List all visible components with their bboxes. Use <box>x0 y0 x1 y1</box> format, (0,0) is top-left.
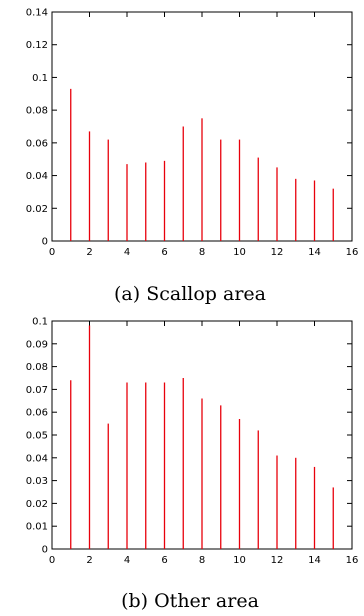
x-tick-label: 8 <box>199 555 205 566</box>
x-tick-label: 10 <box>233 247 246 258</box>
y-tick-label: 0.1 <box>32 73 48 84</box>
x-tick-label: 2 <box>86 247 92 258</box>
y-tick-label: 0.03 <box>26 476 48 487</box>
y-tick-label: 0.09 <box>26 339 48 350</box>
chart-other-area: 0 0.01 0.02 0.03 0.04 0.05 0.06 0.07 0.08 0.09 0.1… <box>26 317 359 613</box>
x-tick-label: 10 <box>233 555 246 566</box>
y-tick-label: 0.06 <box>26 408 48 419</box>
x-tick-label: 4 <box>124 555 130 566</box>
y-tick-label: 0.08 <box>26 362 48 373</box>
y-tick-label: 0.01 <box>26 522 48 533</box>
y-tick-label: 0.06 <box>26 138 48 149</box>
x-tick-label: 14 <box>308 247 321 258</box>
x-tick-label: 6 <box>161 555 167 566</box>
x-tick-label: 6 <box>161 247 167 258</box>
x-tick-label: 16 <box>346 247 359 258</box>
x-tick-label: 0 <box>49 247 55 258</box>
x-tick-label: 16 <box>346 555 359 566</box>
x-tick-label: 12 <box>271 247 284 258</box>
y-tick-label: 0.12 <box>26 40 48 51</box>
y-tick-label: 0.14 <box>26 8 48 19</box>
figure-caption: (b) Other area <box>121 590 259 612</box>
x-tick-label: 12 <box>271 555 284 566</box>
y-tick-label: 0.04 <box>26 453 48 464</box>
y-tick-label: 0.08 <box>26 106 48 117</box>
y-tick-label: 0.04 <box>26 171 48 182</box>
y-tick-label: 0.1 <box>32 317 48 328</box>
y-tick-label: 0.05 <box>26 431 48 442</box>
x-tick-label: 14 <box>308 555 321 566</box>
y-tick-label: 0 <box>42 237 48 248</box>
figure-caption: (a) Scallop area <box>114 283 266 305</box>
y-tick-label: 0.07 <box>26 385 48 396</box>
x-tick-label: 0 <box>49 555 55 566</box>
y-tick-label: 0.02 <box>26 204 48 215</box>
x-tick-label: 4 <box>124 247 130 258</box>
y-tick-label: 0.02 <box>26 499 48 510</box>
y-tick-label: 0 <box>42 545 48 556</box>
x-tick-label: 2 <box>86 555 92 566</box>
chart-scallop-area: 0 0.02 0.04 0.06 0.08 0.1 0.12 0.14 0 2 4 6 8 10 12 14 1… <box>26 8 359 306</box>
x-tick-label: 8 <box>199 247 205 258</box>
